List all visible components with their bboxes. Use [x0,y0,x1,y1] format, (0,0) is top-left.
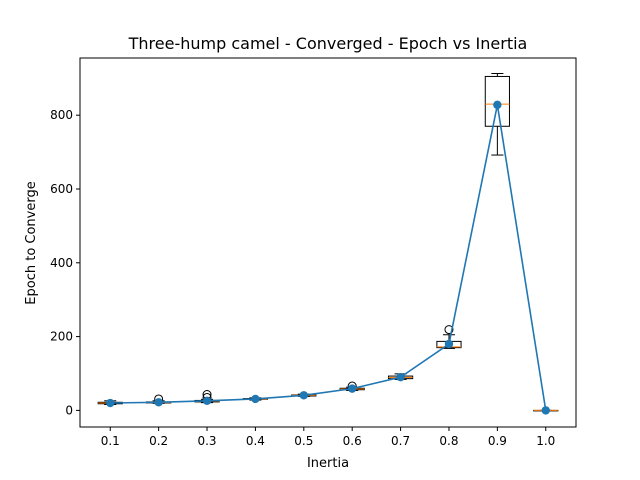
data-point [493,100,502,110]
data-point [251,394,260,404]
box-iqr [484,75,510,127]
x-tick-label: 1.0 [536,434,555,448]
x-tick-label: 0.9 [488,434,507,448]
data-point [154,398,163,407]
data-point [299,391,309,400]
axis-ticks: 0.1 0.2 0.3 0.4 0.5 0.6 0.7 0.8 0.9 1.0 0 200 400 600… [50,108,555,448]
y-tick-label: 0 [65,403,73,417]
y-tick-label: 800 [50,108,73,122]
y-tick-label: 400 [50,256,73,270]
data-point [347,384,357,393]
x-tick-label: 0.2 [149,434,168,448]
data-point [541,406,550,415]
x-tick-label: 0.7 [391,434,410,448]
x-tick-label: 0.5 [294,434,313,448]
data-point [202,396,212,406]
x-tick-label: 0.8 [439,434,458,448]
data-point [444,339,454,349]
x-axis-label: Inertia [307,456,349,471]
plot-area-frame [79,57,577,428]
y-axis-label: Epoch to Converge [24,181,39,304]
x-tick-label: 0.6 [343,434,362,448]
x-tick-label: 0.3 [197,434,216,448]
data-point [396,372,405,382]
y-tick-label: 200 [50,330,73,344]
y-tick-label: 600 [50,182,73,196]
flier-point [444,325,454,335]
series-line [110,104,547,411]
data-point [106,398,115,408]
chart-title: Three-hump camel - Converged - Epoch vs … [128,34,528,53]
x-tick-label: 0.4 [246,434,265,448]
x-tick-label: 0.1 [101,434,120,448]
line-series [106,100,550,415]
